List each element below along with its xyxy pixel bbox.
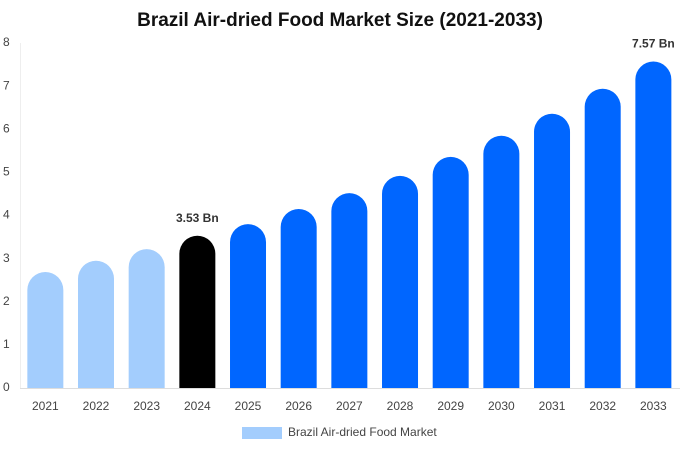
bar [635,61,672,388]
y-tick-label: 8 [3,35,10,49]
x-tick-label: 2022 [83,399,110,413]
x-tick-label: 2029 [437,399,464,413]
x-tick-label: 2030 [488,399,515,413]
x-tick-label: 2027 [336,399,363,413]
bar [432,156,469,388]
y-tick-label: 4 [3,208,10,222]
bar [331,193,368,388]
x-tick-label: 2032 [589,399,616,413]
y-tick-label: 5 [3,165,10,179]
x-tick-label: 2024 [184,399,211,413]
bar [280,209,317,388]
chart-title: Brazil Air-dried Food Market Size (2021-… [137,10,543,31]
y-tick-label: 1 [3,337,10,351]
value-label: 3.53 Bn [176,211,219,225]
x-tick-label: 2023 [133,399,160,413]
value-label: 7.57 Bn [632,37,675,51]
x-tick-label: 2033 [640,399,667,413]
bar [382,175,419,388]
bar [78,260,115,388]
x-tick-label: 2028 [387,399,414,413]
x-tick-label: 2031 [539,399,566,413]
bar [179,235,216,388]
bar [534,113,571,388]
bar [483,135,520,388]
x-tick-label: 2021 [32,399,59,413]
x-tick-label: 2026 [285,399,312,413]
legend-swatch [242,427,282,439]
x-tick-label: 2025 [235,399,262,413]
bar [584,88,621,388]
y-tick-label: 0 [3,380,10,394]
bar [27,271,64,388]
y-tick-label: 7 [3,78,10,92]
y-tick-label: 3 [3,251,10,265]
bar [230,224,267,388]
bar [128,249,165,388]
legend-label: Brazil Air-dried Food Market [288,425,437,439]
y-tick-label: 6 [3,121,10,135]
y-tick-label: 2 [3,294,10,308]
